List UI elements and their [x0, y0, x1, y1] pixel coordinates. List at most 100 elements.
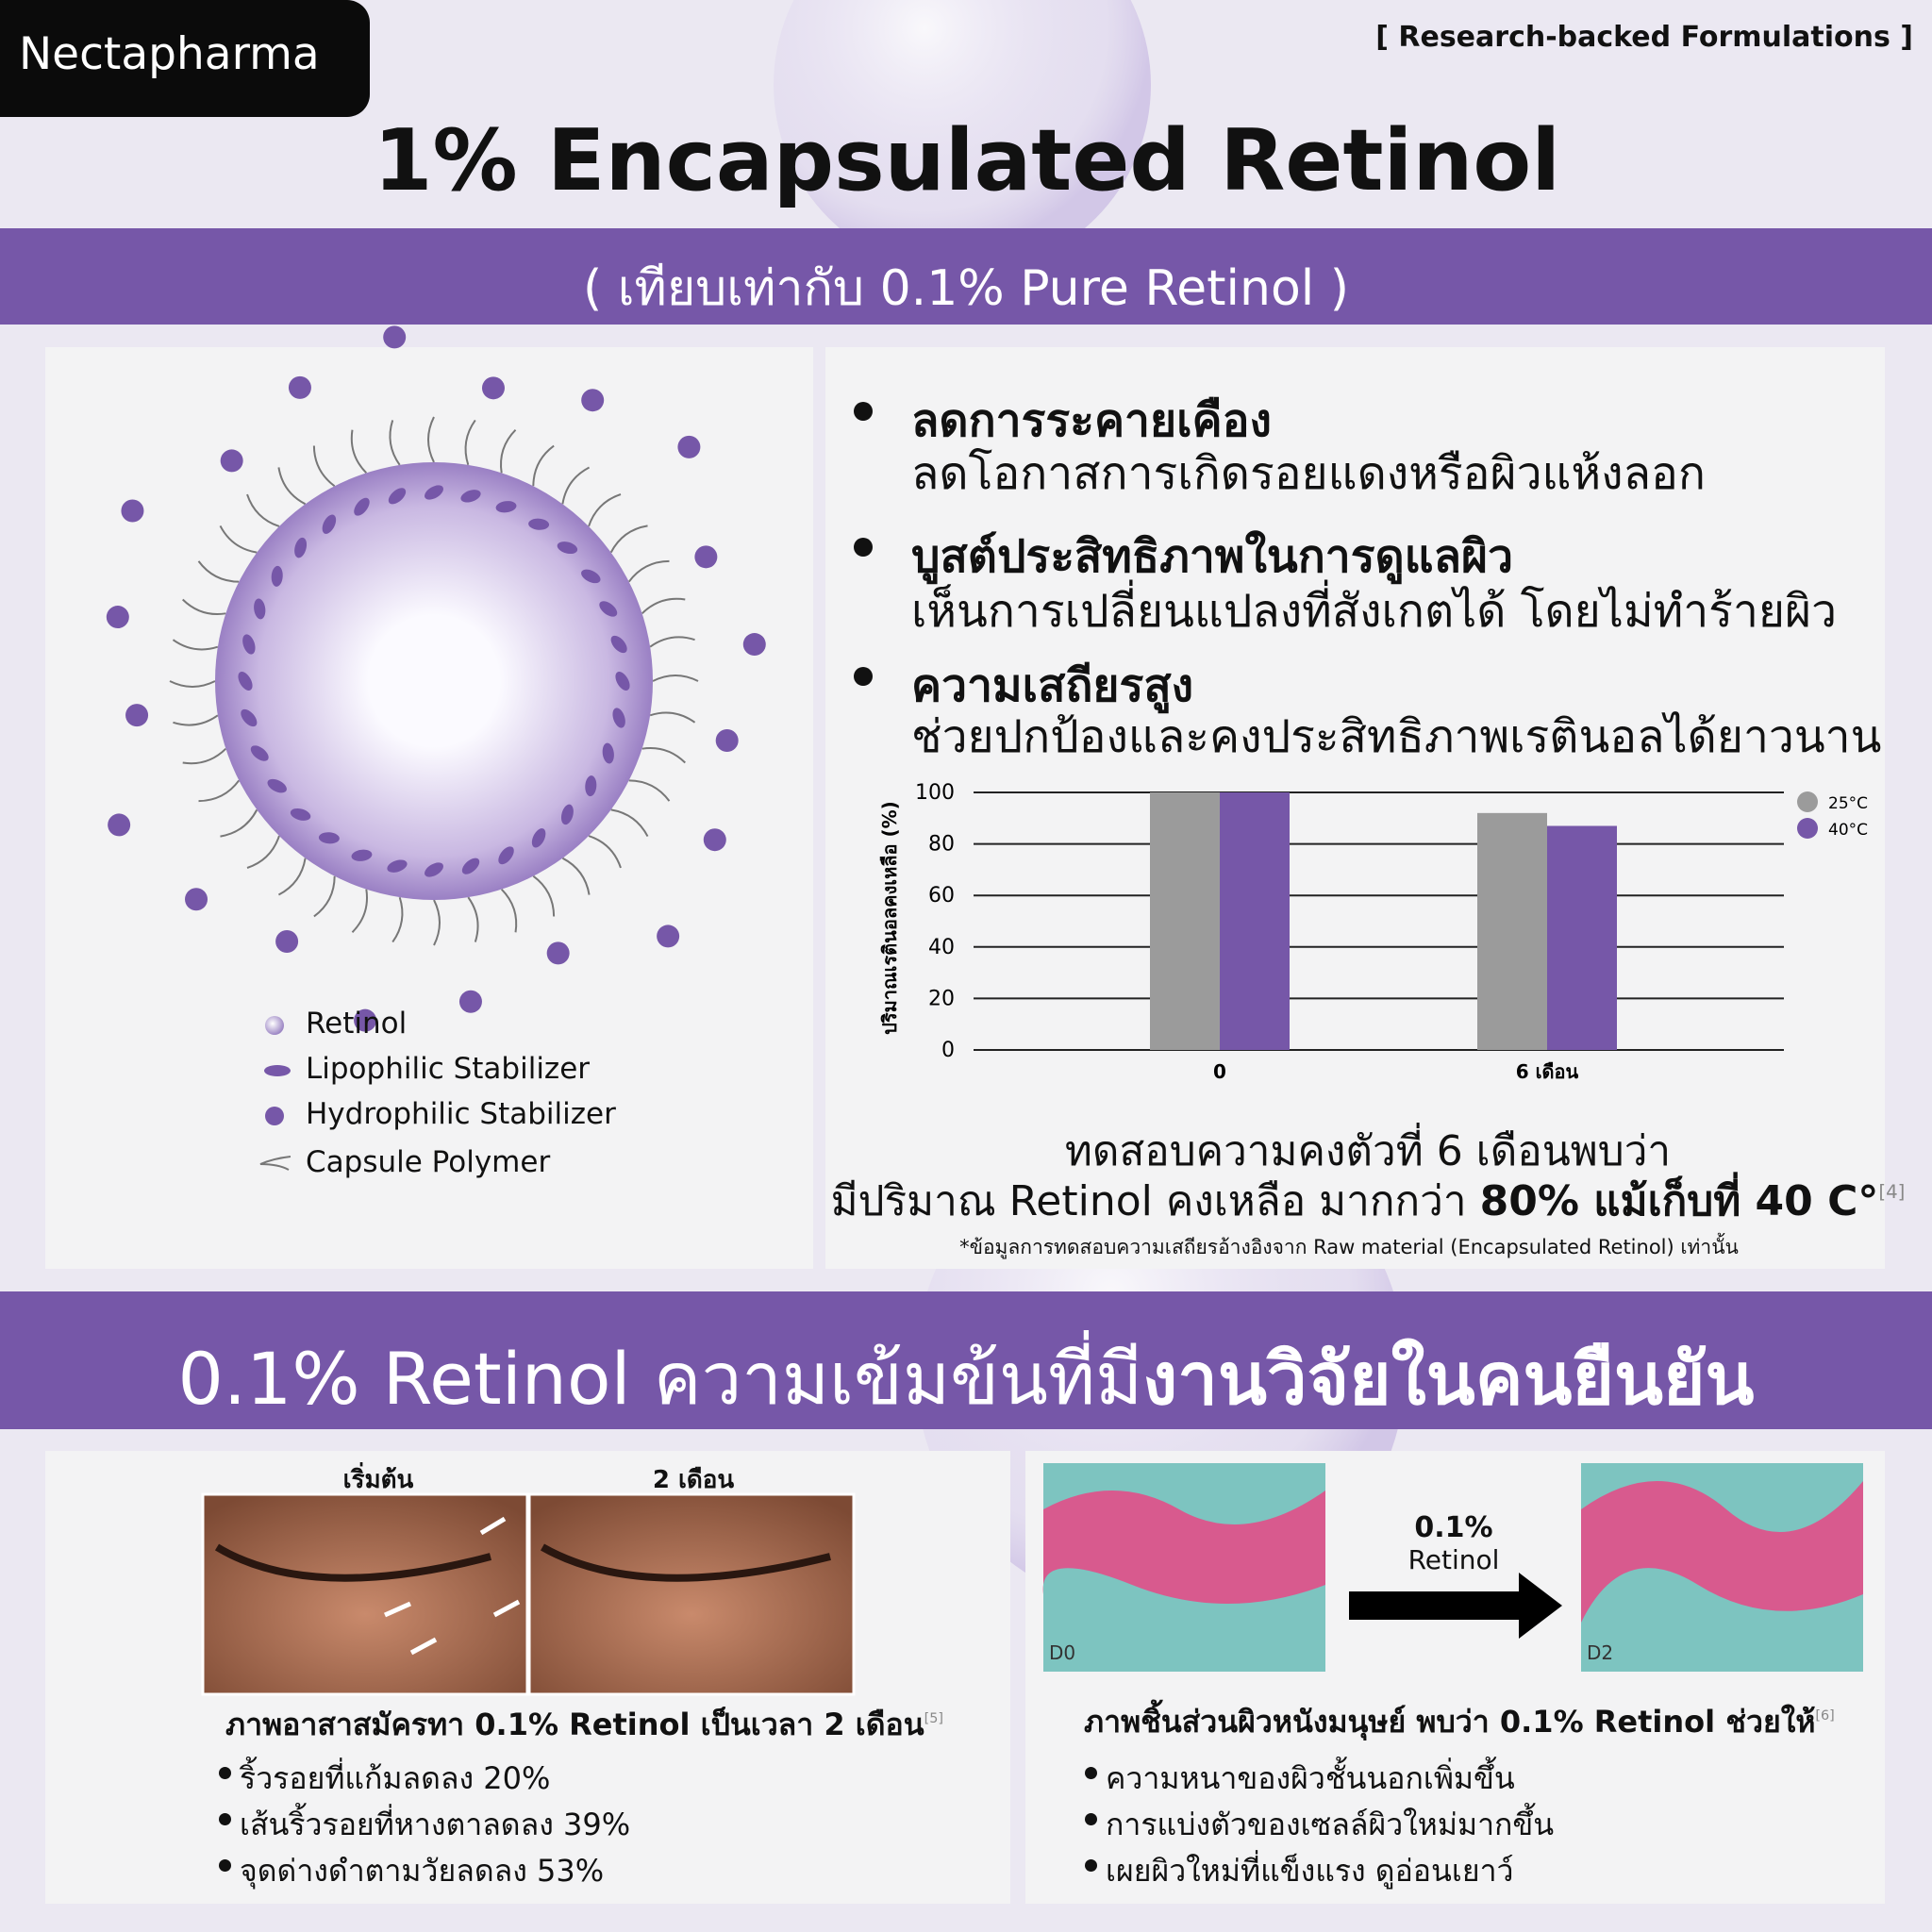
legend-marker — [1797, 818, 1818, 839]
hydrophilic — [220, 449, 243, 473]
polymer — [588, 835, 622, 869]
brand: Nectapharma — [19, 28, 320, 80]
polymer — [649, 711, 696, 724]
polymer — [182, 598, 226, 615]
legend-icon — [265, 1107, 284, 1125]
text: 80% แม้เก็บที่ 40 C° — [1479, 1177, 1879, 1225]
polymer — [173, 714, 219, 726]
lipophilic — [242, 634, 256, 655]
polymer — [500, 429, 517, 474]
lipophilic — [290, 808, 311, 821]
text: งานวิจัยในคนยืนยัน — [1142, 1337, 1755, 1421]
eyelid — [214, 1543, 492, 1582]
polymer — [641, 747, 686, 764]
clinical-caption: ภาพอาสาสมัครทา 0.1% Retinol เป็นเวลา 2 เ… — [225, 1701, 943, 1749]
photo-label: เริ่มต้น — [342, 1466, 414, 1494]
bullet-dot — [854, 538, 873, 557]
hydrophilic — [383, 325, 407, 349]
arrow — [1349, 1573, 1562, 1639]
polymer — [389, 420, 401, 466]
bullet-dot — [1085, 1767, 1097, 1779]
clinical-photos — [201, 1492, 856, 1696]
lipophilic — [528, 518, 550, 530]
bar — [1150, 792, 1220, 1050]
lipophilic — [460, 490, 481, 503]
polymer — [313, 875, 336, 918]
photo-before — [201, 1492, 529, 1696]
photo-label: 2 เดือน — [652, 1466, 735, 1494]
polymer — [391, 896, 404, 943]
y-tick-label: 80 — [928, 833, 955, 857]
research-banner: 0.1% Retinol ความเข้มข้นที่มีงานวิจัยในค… — [178, 1323, 1755, 1436]
polymer — [467, 896, 479, 942]
hydrophilic — [288, 375, 311, 399]
y-tick-label: 40 — [928, 936, 955, 959]
lipophilic — [461, 858, 480, 874]
hydrophilic — [657, 924, 680, 948]
lipophilic — [387, 859, 408, 873]
polymer — [197, 560, 240, 583]
y-tick-label: 100 — [915, 781, 955, 805]
bubble — [774, 0, 1151, 274]
polymer — [220, 808, 258, 838]
bar — [1220, 792, 1290, 1050]
text: ภาพชิ้นส่วนผิวหนังมนุษย์ พบว่า 0.1% Reti… — [1084, 1704, 1816, 1740]
hydrophilic — [742, 633, 766, 657]
lipophilic — [425, 862, 443, 877]
polymer — [433, 899, 441, 946]
lipophilic — [250, 745, 269, 761]
hydrophilic — [106, 606, 129, 629]
clinical-bullet: จุดด่างดำตามวัยลดลง 53% — [240, 1853, 605, 1889]
image-label: D2 — [1587, 1641, 1614, 1664]
clinical-bullet: เส้นริ้วรอยที่หางตาลดลง 39% — [240, 1807, 631, 1842]
polymer — [500, 888, 518, 933]
legend-label: 25°C — [1828, 794, 1868, 813]
epidermis — [1581, 1481, 1863, 1623]
bar — [1547, 825, 1617, 1050]
hydrophilic — [108, 813, 131, 837]
subtitle: ( เทียบเท่ากับ 0.1% Pure Retinol ) — [582, 260, 1350, 317]
bullet-dot — [219, 1859, 231, 1872]
bullet-dot — [1085, 1859, 1097, 1872]
dose: 0.1% — [1414, 1511, 1493, 1544]
stability-caption: ทดสอบความคงตัวที่ 6 เดือนพบว่า — [1064, 1127, 1672, 1175]
histology-bullet: เผยผิวใหม่ที่แข็งแรง ดูอ่อนเยาว์ — [1106, 1853, 1514, 1889]
polymer — [351, 889, 368, 933]
polymer — [609, 525, 648, 554]
capsule-diagram — [106, 325, 766, 1171]
lipophilic — [425, 485, 443, 500]
hydrophilic — [715, 728, 739, 752]
polymer — [561, 857, 591, 895]
lipophilic — [495, 501, 517, 513]
title: 1% Encapsulated Retinol — [373, 111, 1561, 210]
lipophilic — [271, 565, 283, 587]
legend-icon — [259, 1156, 291, 1171]
lipophilic — [294, 537, 308, 558]
lipophilic — [498, 846, 514, 865]
lipophilic — [585, 775, 597, 797]
hydrophilic — [546, 941, 570, 965]
polymer — [628, 779, 671, 802]
histology-bullet: การแบ่งตัวของเซลล์ผิวใหม่มากขึ้น — [1106, 1807, 1555, 1842]
hydrophilic — [703, 828, 726, 852]
brand-box — [0, 0, 189, 117]
histology-bullet: ความหนาของผิวชั้นนอกเพิ่มขึ้น — [1106, 1760, 1515, 1796]
legend-icon — [265, 1016, 284, 1035]
polymer — [277, 467, 307, 506]
histology-caption: ภาพชิ้นส่วนผิวหนังมนุษย์ พบว่า 0.1% Reti… — [1084, 1698, 1835, 1746]
legend-label: 40°C — [1828, 821, 1868, 840]
polymer — [246, 835, 280, 869]
bullet-dot — [219, 1767, 231, 1779]
bullet-dot — [219, 1813, 231, 1825]
hydrophilic — [275, 930, 299, 954]
benefit-heading: บูสต์ประสิทธิภาพในการดูแลผิว — [911, 530, 1514, 583]
lipophilic — [557, 541, 578, 555]
hydrophilic — [677, 435, 701, 458]
stability-caption: มีปริมาณ Retinol คงเหลือ มากกว่า 80% แม้… — [831, 1168, 1906, 1234]
polymer — [350, 429, 368, 475]
x-tick-label: 6 เดือน — [1516, 1060, 1579, 1083]
x-tick-label: 0 — [1213, 1060, 1226, 1083]
stability-chart: 0 20 40 60 80 100 ปริมาณเรตินอลคงเหลือ (%) 0 6 เ… — [878, 781, 1868, 1083]
polymer — [652, 675, 699, 682]
